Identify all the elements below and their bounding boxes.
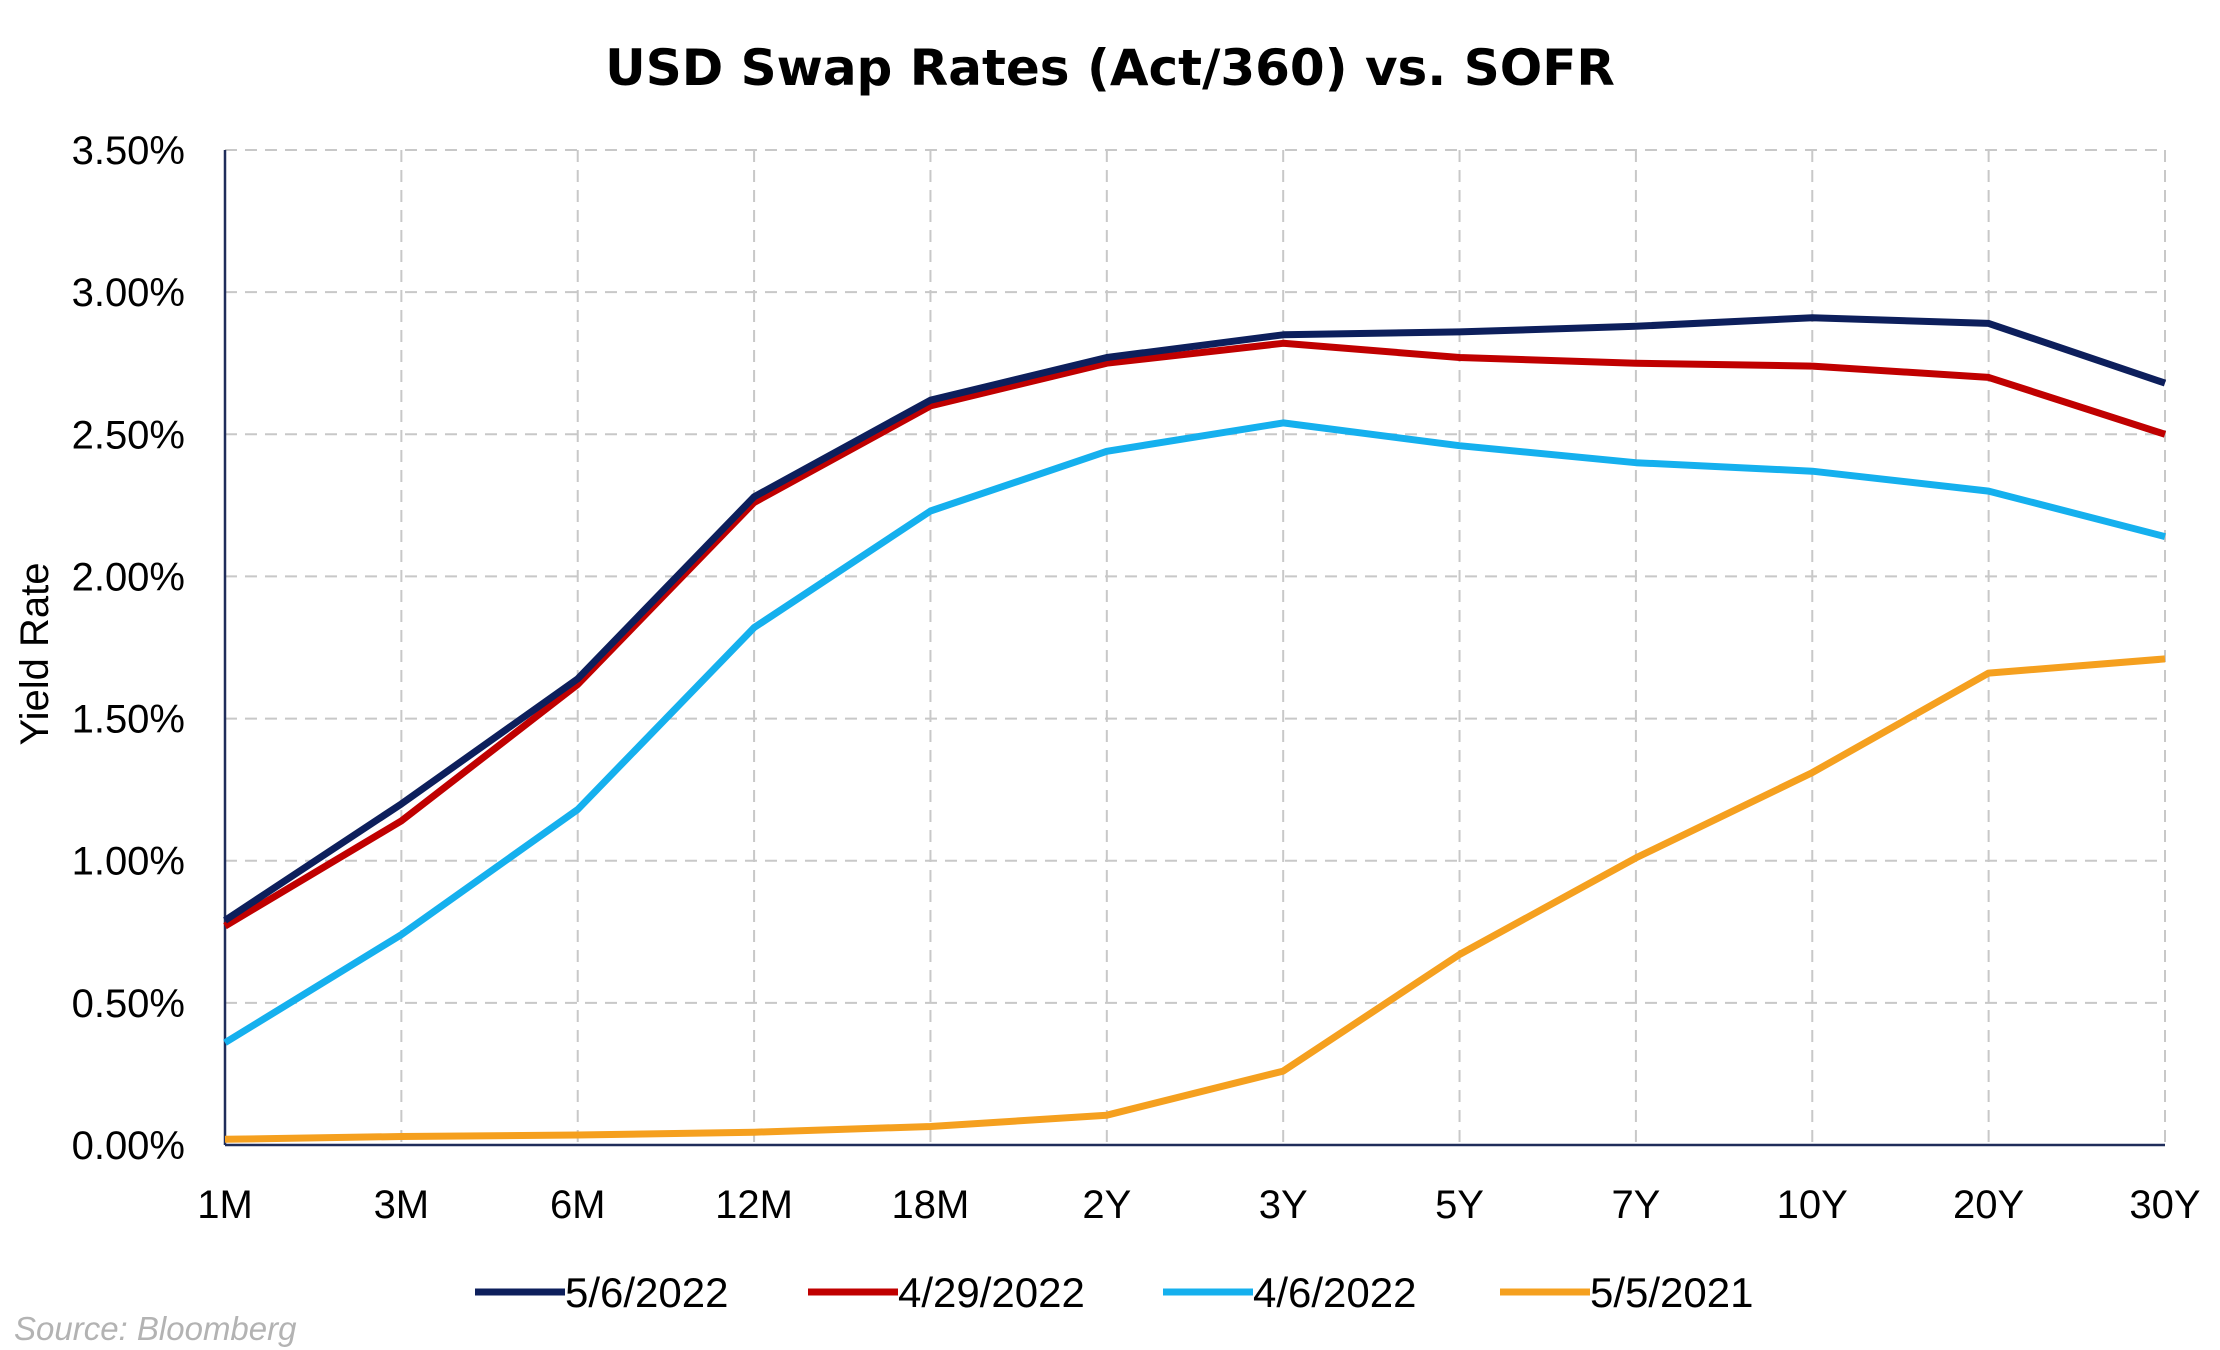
x-tick-label: 18M: [892, 1183, 970, 1227]
x-tick-label: 12M: [715, 1183, 793, 1227]
x-tick-label: 20Y: [1953, 1183, 2024, 1227]
y-tick-label: 1.50%: [72, 698, 185, 742]
chart-title: USD Swap Rates (Act/360) vs. SOFR: [605, 39, 1615, 97]
y-tick-label: 3.00%: [72, 271, 185, 315]
y-tick-label: 2.00%: [72, 555, 185, 599]
axes: [223, 150, 2165, 1147]
x-axis-ticks: 1M 3M 6M 12M 18M 2Y 3Y 5Y 7Y 10Y 20Y 30Y: [197, 1183, 2200, 1227]
x-tick-label: 30Y: [2129, 1183, 2200, 1227]
y-tick-label: 3.50%: [72, 129, 185, 173]
gridlines: [225, 149, 2166, 1145]
x-tick-label: 3M: [374, 1183, 430, 1227]
source-note: Source: Bloomberg: [14, 1310, 297, 1347]
y-tick-label: 2.50%: [72, 413, 185, 457]
series-line: [223, 314, 2167, 924]
legend-label: 4/6/2022: [1253, 1269, 1417, 1316]
series-line: [224, 655, 2166, 1143]
x-tick-label: 6M: [550, 1183, 606, 1227]
x-tick-label: 3Y: [1259, 1183, 1308, 1227]
legend-label: 4/29/2022: [898, 1269, 1085, 1316]
legend-label: 5/6/2022: [565, 1269, 729, 1316]
y-tick-label: 0.50%: [72, 982, 185, 1026]
x-tick-label: 5Y: [1435, 1183, 1484, 1227]
x-tick-label: 2Y: [1082, 1183, 1131, 1227]
legend: 5/6/2022 4/29/2022 4/6/2022 5/5/2021: [475, 1269, 1754, 1316]
y-tick-label: 0.00%: [72, 1124, 185, 1168]
y-axis-ticks: 0.00% 0.50% 1.00% 1.50% 2.00% 2.50% 3.00% 3.50%: [72, 129, 185, 1168]
x-tick-label: 7Y: [1611, 1183, 1660, 1227]
y-axis-label: Yield Rate: [13, 562, 57, 745]
series-line: [223, 339, 2167, 930]
y-tick-label: 1.00%: [72, 840, 185, 884]
legend-label: 5/5/2021: [1590, 1269, 1754, 1316]
series-line: [223, 419, 2166, 1046]
x-tick-label: 10Y: [1777, 1183, 1848, 1227]
series-lines: [223, 314, 2167, 1143]
x-tick-label: 1M: [197, 1183, 253, 1227]
